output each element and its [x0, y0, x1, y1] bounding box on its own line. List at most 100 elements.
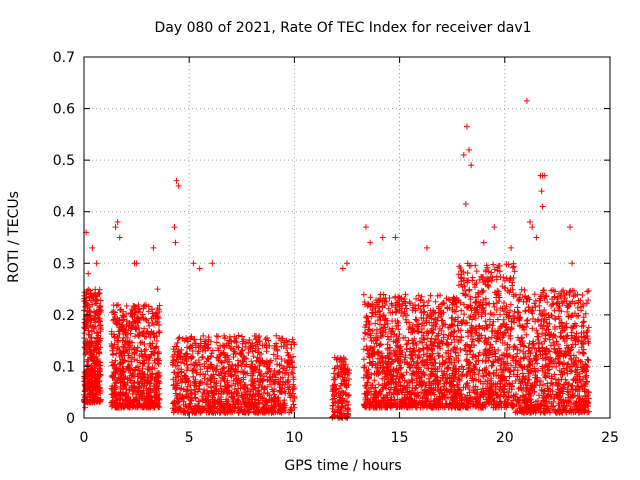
data-point	[127, 330, 134, 337]
data-point	[97, 307, 104, 314]
data-point	[83, 397, 90, 404]
data-point	[112, 370, 119, 377]
data-point	[92, 298, 99, 305]
data-point	[580, 349, 587, 356]
data-point	[96, 377, 103, 384]
data-point	[132, 385, 139, 392]
data-point	[345, 401, 352, 408]
data-point	[369, 310, 376, 317]
data-point	[372, 320, 379, 327]
data-point	[86, 313, 93, 320]
data-point	[90, 294, 97, 301]
data-point	[139, 329, 146, 336]
data-point	[82, 338, 89, 345]
data-point	[203, 381, 210, 387]
data-point	[85, 331, 92, 338]
data-point	[91, 383, 98, 390]
data-point	[111, 400, 118, 407]
data-point	[120, 324, 127, 331]
data-point	[191, 336, 198, 343]
data-point	[256, 362, 263, 369]
data-point	[329, 402, 336, 409]
data-point	[204, 368, 211, 375]
data-point	[288, 369, 295, 376]
data-point	[117, 379, 124, 386]
data-point	[585, 357, 592, 364]
data-point	[134, 314, 141, 321]
data-point	[109, 383, 116, 390]
data-point	[82, 378, 89, 385]
data-point	[154, 401, 161, 408]
data-point	[149, 306, 156, 313]
data-point	[87, 303, 94, 310]
data-point	[251, 378, 258, 385]
data-point	[126, 376, 133, 383]
data-point	[142, 301, 149, 308]
data-point	[110, 351, 117, 358]
data-point	[113, 350, 120, 357]
data-point	[233, 335, 240, 342]
data-point	[139, 393, 146, 400]
data-point	[427, 292, 434, 299]
data-point	[199, 379, 206, 386]
data-point	[239, 333, 246, 340]
data-point	[90, 355, 97, 362]
data-point	[153, 319, 160, 326]
data-point	[95, 318, 102, 325]
data-point	[82, 387, 89, 394]
data-point	[173, 343, 180, 350]
data-point	[243, 361, 250, 368]
data-point	[127, 365, 134, 372]
data-point	[134, 344, 141, 351]
data-point	[135, 324, 142, 331]
data-point	[215, 333, 222, 340]
data-point	[140, 305, 147, 312]
data-point	[149, 400, 156, 407]
data-point	[200, 332, 207, 339]
data-point	[226, 333, 233, 340]
data-point	[288, 345, 295, 352]
data-point	[146, 340, 153, 347]
data-point	[146, 393, 153, 400]
data-point	[424, 302, 431, 309]
data-point	[466, 286, 473, 293]
data-point	[154, 350, 161, 357]
data-point	[114, 315, 121, 322]
data-point	[86, 383, 93, 390]
data-point	[289, 398, 296, 405]
data-point	[331, 399, 338, 406]
data-point	[170, 409, 177, 416]
data-point	[139, 311, 146, 318]
data-point	[126, 387, 133, 394]
data-point	[207, 353, 214, 360]
data-point	[133, 394, 140, 401]
data-point	[129, 323, 136, 330]
data-point	[204, 341, 211, 348]
data-point	[170, 381, 177, 388]
data-points	[81, 97, 592, 421]
data-point	[81, 325, 88, 332]
data-point	[153, 392, 160, 399]
data-point	[118, 370, 125, 377]
data-point	[402, 291, 409, 298]
data-point	[123, 386, 130, 393]
data-point	[518, 334, 525, 341]
data-point	[141, 401, 148, 408]
data-point	[119, 312, 126, 319]
data-point	[557, 334, 564, 341]
data-point	[122, 329, 129, 336]
data-point	[88, 327, 95, 334]
data-point	[87, 309, 94, 316]
data-point	[250, 353, 257, 360]
data-point	[87, 322, 94, 329]
data-point	[155, 348, 162, 355]
data-point	[413, 295, 420, 302]
data-point	[153, 312, 160, 319]
data-point	[139, 360, 146, 367]
data-point	[131, 367, 138, 374]
data-point	[583, 300, 590, 307]
data-point	[84, 367, 91, 374]
data-point	[585, 287, 592, 294]
data-point	[148, 328, 155, 335]
